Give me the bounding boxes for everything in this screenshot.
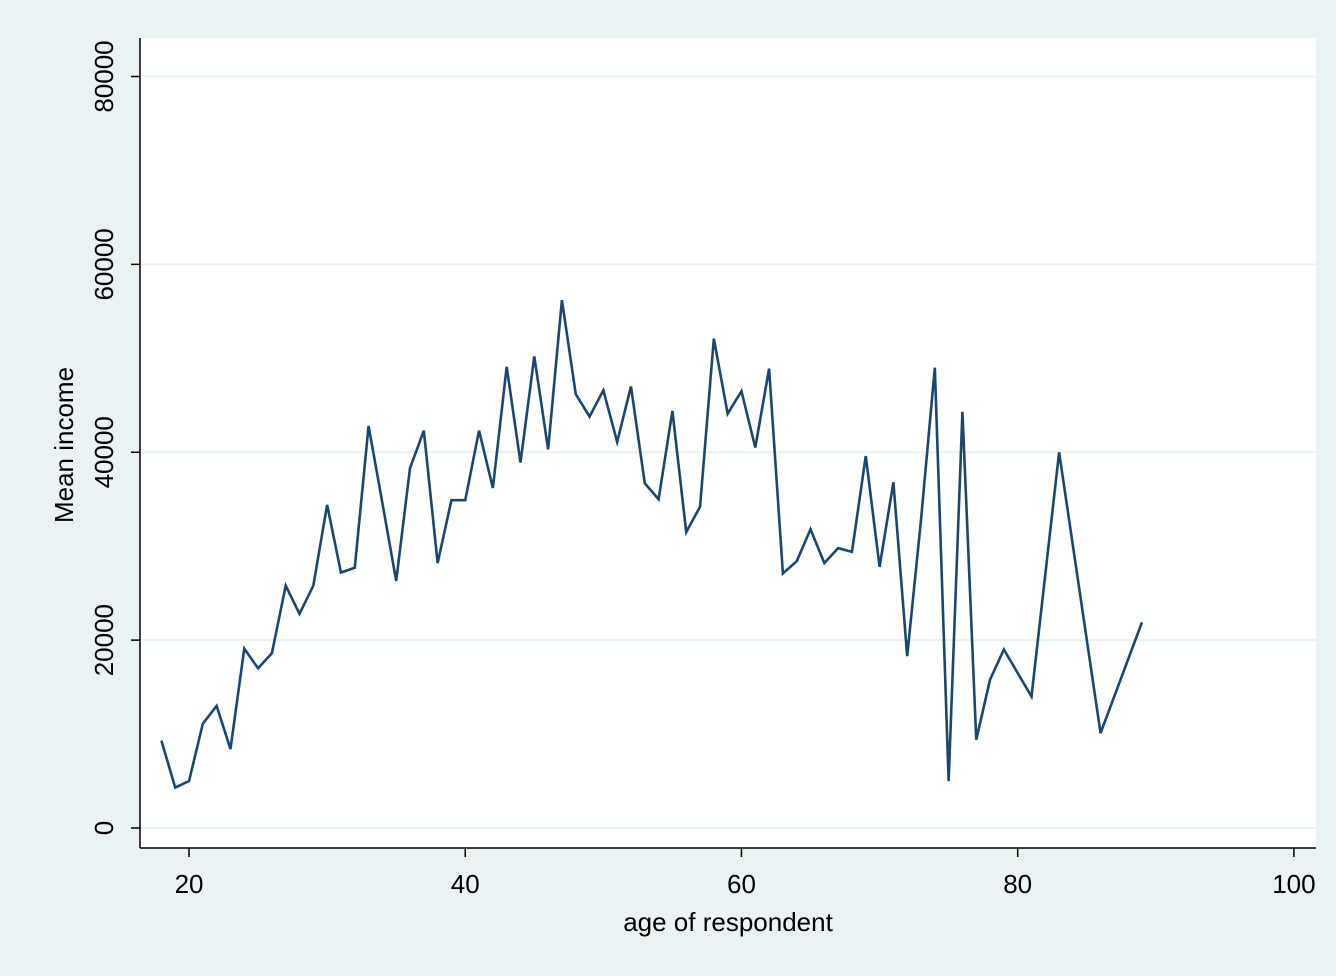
- x-tick-label: 100: [1272, 869, 1315, 899]
- x-tick-label: 20: [175, 869, 204, 899]
- plot-area: [140, 38, 1316, 848]
- y-tick-label: 20000: [89, 604, 119, 676]
- x-axis-title: age of respondent: [623, 907, 833, 937]
- y-tick-label: 60000: [89, 228, 119, 300]
- y-tick-label: 0: [89, 821, 119, 835]
- x-tick-label: 80: [1003, 869, 1032, 899]
- y-tick-label: 80000: [89, 40, 119, 112]
- x-tick-label: 40: [451, 869, 480, 899]
- y-axis-title: Mean income: [49, 367, 79, 523]
- data-line: [160, 299, 1144, 790]
- y-tick-label: 40000: [89, 416, 119, 488]
- x-tick-label: 60: [727, 869, 756, 899]
